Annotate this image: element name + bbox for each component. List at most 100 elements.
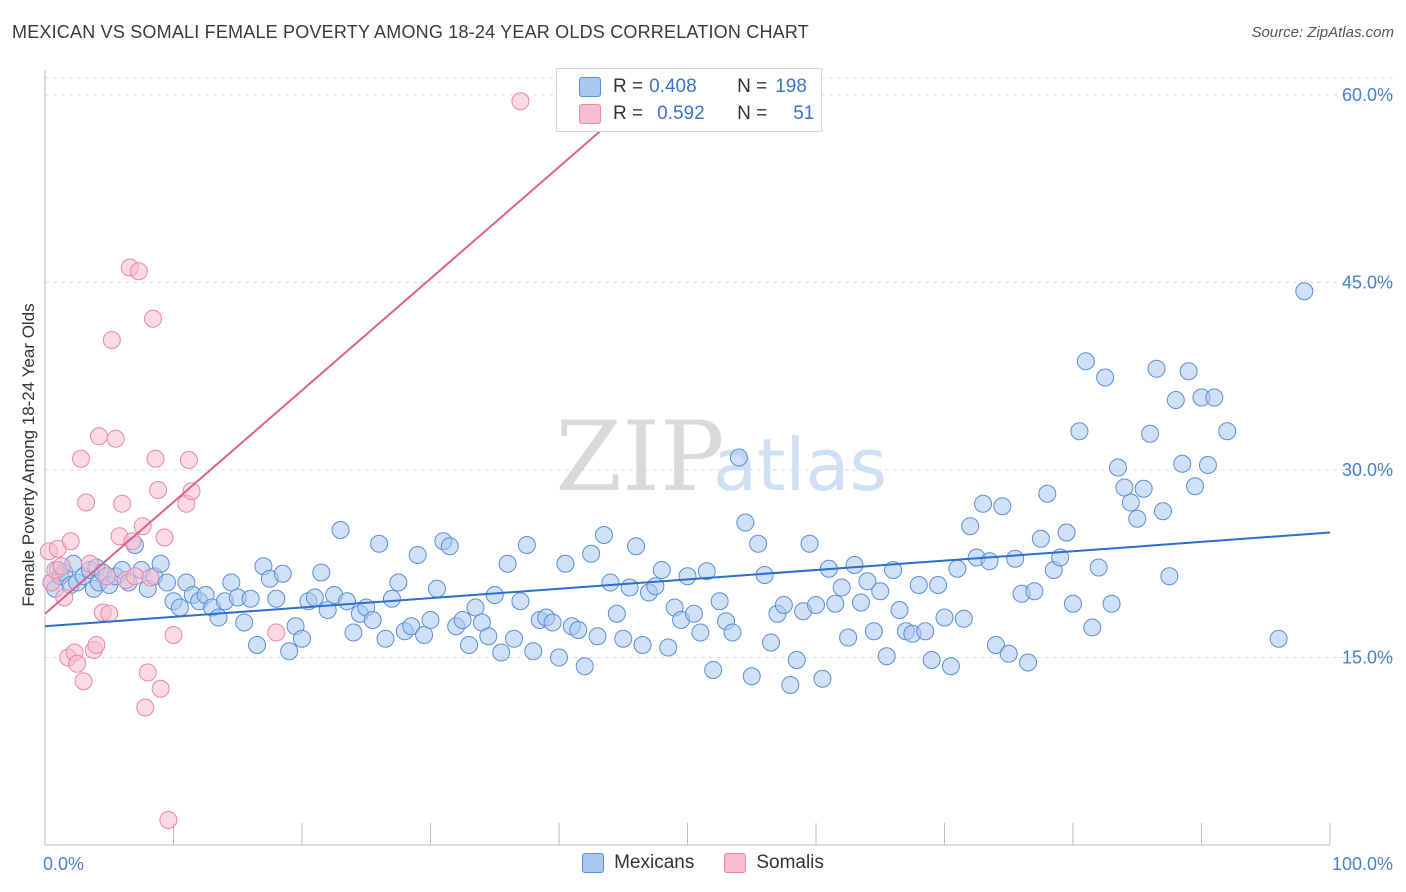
r-label: R = xyxy=(613,103,644,124)
mexicans-point xyxy=(248,636,267,654)
x-tick-label-min: 0.0% xyxy=(43,854,84,874)
somalis-point xyxy=(125,567,144,586)
somalis-point xyxy=(267,623,286,642)
mexicans-point xyxy=(807,596,825,614)
mexicans-point xyxy=(684,604,703,623)
mexicans-point xyxy=(1070,422,1089,441)
mexicans-point xyxy=(582,544,601,563)
y-tick-label: 15.0% xyxy=(1342,648,1393,668)
somalis-point xyxy=(129,262,148,281)
mexicans-point xyxy=(774,596,793,614)
y-axis-label: Female Poverty Among 18-24 Year Olds xyxy=(19,303,38,606)
mexicans-point xyxy=(222,573,241,592)
mexicans-point xyxy=(1025,582,1044,601)
mexicans-point xyxy=(954,609,973,628)
legend-row-mexicans: R = 0.408 N = 198 xyxy=(579,75,807,99)
mexicans-legend-swatch xyxy=(582,853,605,873)
tick-labels: 15.0% 30.0% 45.0% 60.0% 0.0% 100.0% xyxy=(43,85,1393,874)
somalis-point xyxy=(138,663,157,682)
mexicans-point xyxy=(858,572,877,591)
somalis-point xyxy=(89,427,108,446)
somalis-point xyxy=(123,532,142,551)
mexicans-point xyxy=(678,567,697,586)
mexicans-point xyxy=(543,613,562,632)
mexicans-point xyxy=(697,562,716,581)
somalis-point xyxy=(179,451,198,469)
mexicans-point xyxy=(832,578,851,597)
mexicans-point xyxy=(235,613,254,632)
mexicans-point xyxy=(993,497,1012,516)
mexicans-point xyxy=(916,622,935,641)
mexicans-point xyxy=(1269,629,1288,648)
mexicans-point xyxy=(1198,456,1217,474)
r-label: R = xyxy=(613,76,644,97)
mexicans-point xyxy=(736,513,755,532)
mexicans-point xyxy=(1083,618,1102,637)
n-label: N = xyxy=(737,76,768,97)
mexicans-point xyxy=(749,534,768,553)
mexicans-point xyxy=(517,536,536,554)
somalis-legend-swatch xyxy=(724,853,747,873)
mexicans-point xyxy=(505,629,524,648)
data-points xyxy=(39,92,1314,829)
mexicans-point xyxy=(331,521,350,539)
mexicans-point xyxy=(845,556,864,574)
somalis-trend-line xyxy=(44,87,650,615)
stats-legend: R = 0.408 N = 198 R = 0.592 N = 51 xyxy=(556,68,822,132)
mexicans-point xyxy=(556,554,575,573)
mexicans-n-value: 198 xyxy=(775,76,807,97)
legend-item-mexicans: Mexicans xyxy=(582,852,694,874)
mexicans-point xyxy=(986,636,1005,654)
mexicans-point xyxy=(627,537,646,556)
mexicans-point xyxy=(370,534,389,553)
mexicans-point xyxy=(864,622,883,641)
somalis-point xyxy=(74,672,93,691)
somalis-point xyxy=(102,331,121,349)
mexicans-point xyxy=(704,661,723,679)
mexicans-point xyxy=(652,561,671,579)
somalis-point xyxy=(71,449,90,468)
mexicans-point xyxy=(479,627,498,646)
somalis-point xyxy=(100,604,119,623)
source-label: Source: ZipAtlas.com xyxy=(1251,24,1394,41)
mexicans-point xyxy=(408,546,427,564)
mexicans-point xyxy=(935,608,954,627)
mexicans-point xyxy=(382,589,401,608)
mexicans-point xyxy=(1134,479,1153,498)
mexicans-point xyxy=(280,642,299,661)
mexicans-point xyxy=(1153,502,1172,521)
mexicans-point xyxy=(659,638,678,657)
somalis-point xyxy=(511,92,530,111)
mexicans-point xyxy=(305,588,324,607)
mexicans-point xyxy=(710,592,729,611)
somalis-point xyxy=(61,532,80,551)
mexicans-point xyxy=(851,593,870,612)
mexicans-point xyxy=(723,623,742,642)
mexicans-point xyxy=(337,592,356,611)
mexicans-point xyxy=(961,517,980,536)
somalis-point xyxy=(68,654,87,673)
mexicans-point xyxy=(170,598,189,617)
mexicans-point xyxy=(402,617,421,636)
mexicans-point xyxy=(813,669,832,688)
mexicans-point xyxy=(460,636,479,654)
mexicans-point xyxy=(1089,558,1108,577)
x-tick-label-max: 100.0% xyxy=(1332,854,1393,874)
mexicans-point xyxy=(389,573,408,592)
legend-row-somalis: R = 0.592 N = 51 xyxy=(579,102,814,126)
mexicans-point xyxy=(1218,422,1237,441)
mexicans-point xyxy=(781,676,800,694)
somalis-point xyxy=(113,494,132,513)
y-tick-label: 30.0% xyxy=(1342,460,1393,480)
mexicans-point xyxy=(588,627,607,646)
mexicans-trend-line xyxy=(44,531,1331,628)
mexicans-point xyxy=(466,598,485,617)
mexicans-point xyxy=(1115,478,1134,497)
mexicans-point xyxy=(1102,594,1121,613)
mexicans-point xyxy=(787,651,806,669)
mexicans-point xyxy=(453,611,472,629)
mexicans-point xyxy=(633,636,652,654)
somalis-point xyxy=(106,429,125,448)
somalis-point xyxy=(80,554,99,573)
mexicans-point xyxy=(1006,549,1025,568)
